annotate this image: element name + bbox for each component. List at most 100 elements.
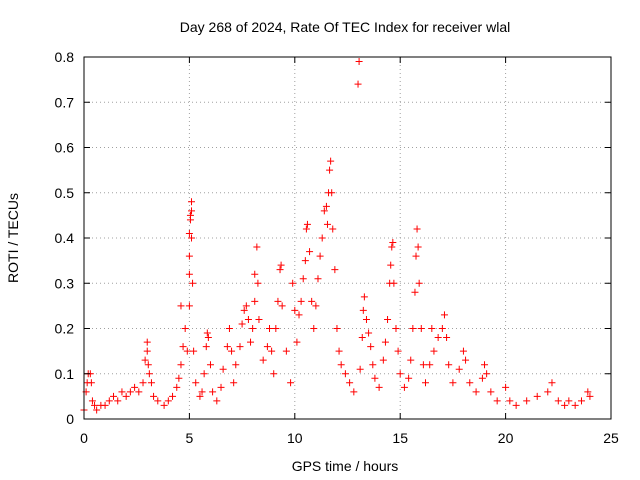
data-point bbox=[295, 311, 303, 319]
data-point bbox=[179, 343, 187, 351]
y-tick-label: 0.6 bbox=[55, 140, 75, 156]
data-point bbox=[213, 397, 221, 405]
data-point bbox=[421, 379, 429, 387]
data-point bbox=[277, 261, 285, 269]
data-point bbox=[289, 279, 297, 287]
data-point bbox=[459, 347, 467, 355]
y-axis-label: ROTI / TECUs bbox=[5, 193, 21, 283]
data-point bbox=[390, 279, 398, 287]
data-point bbox=[350, 388, 358, 396]
data-point bbox=[341, 370, 349, 378]
data-point bbox=[365, 329, 373, 337]
data-point bbox=[323, 220, 331, 228]
data-point bbox=[204, 334, 212, 342]
data-point bbox=[389, 239, 397, 247]
data-point bbox=[249, 325, 257, 332]
data-point bbox=[169, 392, 177, 400]
data-point bbox=[185, 229, 193, 237]
y-tick-label: 0.3 bbox=[55, 275, 75, 291]
data-point bbox=[411, 288, 419, 296]
data-point bbox=[306, 248, 314, 256]
data-point bbox=[247, 338, 255, 346]
data-point bbox=[405, 374, 413, 382]
data-point bbox=[164, 397, 172, 405]
data-point bbox=[105, 397, 113, 405]
y-tick-label: 0.4 bbox=[55, 230, 75, 246]
data-point bbox=[263, 343, 271, 351]
data-point bbox=[369, 361, 377, 369]
data-point bbox=[223, 343, 231, 351]
data-point bbox=[93, 406, 101, 414]
data-point bbox=[434, 334, 442, 342]
data-point bbox=[282, 347, 290, 355]
data-point bbox=[135, 388, 143, 396]
data-point bbox=[143, 347, 151, 355]
data-point bbox=[415, 279, 423, 287]
grid-lines bbox=[84, 57, 611, 419]
data-point bbox=[287, 379, 295, 387]
x-axis-label: GPS time / hours bbox=[292, 458, 399, 474]
data-point bbox=[318, 234, 326, 242]
data-point bbox=[419, 361, 427, 369]
data-point bbox=[428, 325, 436, 332]
data-point bbox=[367, 343, 375, 351]
data-point bbox=[188, 198, 196, 206]
data-point bbox=[251, 297, 259, 305]
data-point bbox=[445, 361, 453, 369]
data-point bbox=[240, 306, 248, 314]
data-point bbox=[147, 379, 155, 387]
data-point bbox=[110, 392, 118, 400]
chart-title: Day 268 of 2024, Rate Of TEC Index for r… bbox=[180, 19, 510, 35]
data-point bbox=[203, 329, 211, 337]
data-point bbox=[310, 325, 318, 332]
y-tick-label: 0 bbox=[66, 411, 74, 427]
data-point bbox=[358, 334, 366, 342]
plot-frame bbox=[83, 56, 612, 420]
data-point bbox=[200, 370, 208, 378]
data-point bbox=[379, 356, 387, 364]
y-tick-label: 0.2 bbox=[55, 321, 75, 337]
data-point bbox=[189, 279, 197, 287]
data-point bbox=[114, 397, 122, 405]
data-point bbox=[316, 252, 324, 260]
data-point bbox=[266, 325, 274, 332]
data-point bbox=[472, 388, 480, 396]
data-point bbox=[392, 325, 400, 332]
data-point bbox=[584, 388, 592, 396]
data-point bbox=[217, 383, 225, 391]
data-point bbox=[238, 320, 246, 328]
data-point bbox=[400, 383, 408, 391]
data-point bbox=[251, 270, 259, 278]
data-point bbox=[462, 356, 470, 364]
data-point bbox=[190, 347, 198, 355]
data-point bbox=[253, 243, 261, 251]
data-point bbox=[554, 397, 562, 405]
data-point bbox=[202, 343, 210, 351]
data-point bbox=[175, 374, 183, 382]
data-point bbox=[412, 252, 420, 260]
data-point bbox=[417, 325, 425, 332]
data-point bbox=[387, 261, 395, 269]
data-point bbox=[396, 370, 404, 378]
data-point bbox=[487, 388, 495, 396]
data-point bbox=[384, 315, 392, 323]
y-tick-label: 0.7 bbox=[55, 94, 75, 110]
data-point bbox=[101, 401, 109, 409]
data-point bbox=[228, 347, 236, 355]
data-point bbox=[360, 293, 368, 301]
data-point bbox=[443, 334, 451, 342]
data-point bbox=[177, 361, 185, 369]
data-point bbox=[409, 325, 417, 332]
data-point bbox=[173, 383, 181, 391]
data-point bbox=[331, 266, 339, 274]
data-point bbox=[209, 388, 217, 396]
data-point bbox=[375, 383, 383, 391]
data-point bbox=[565, 397, 573, 405]
data-point bbox=[577, 397, 585, 405]
data-point bbox=[362, 315, 370, 323]
data-point bbox=[186, 211, 194, 219]
data-point bbox=[259, 356, 267, 364]
data-point bbox=[478, 374, 486, 382]
data-point bbox=[87, 379, 95, 387]
data-point bbox=[548, 379, 556, 387]
